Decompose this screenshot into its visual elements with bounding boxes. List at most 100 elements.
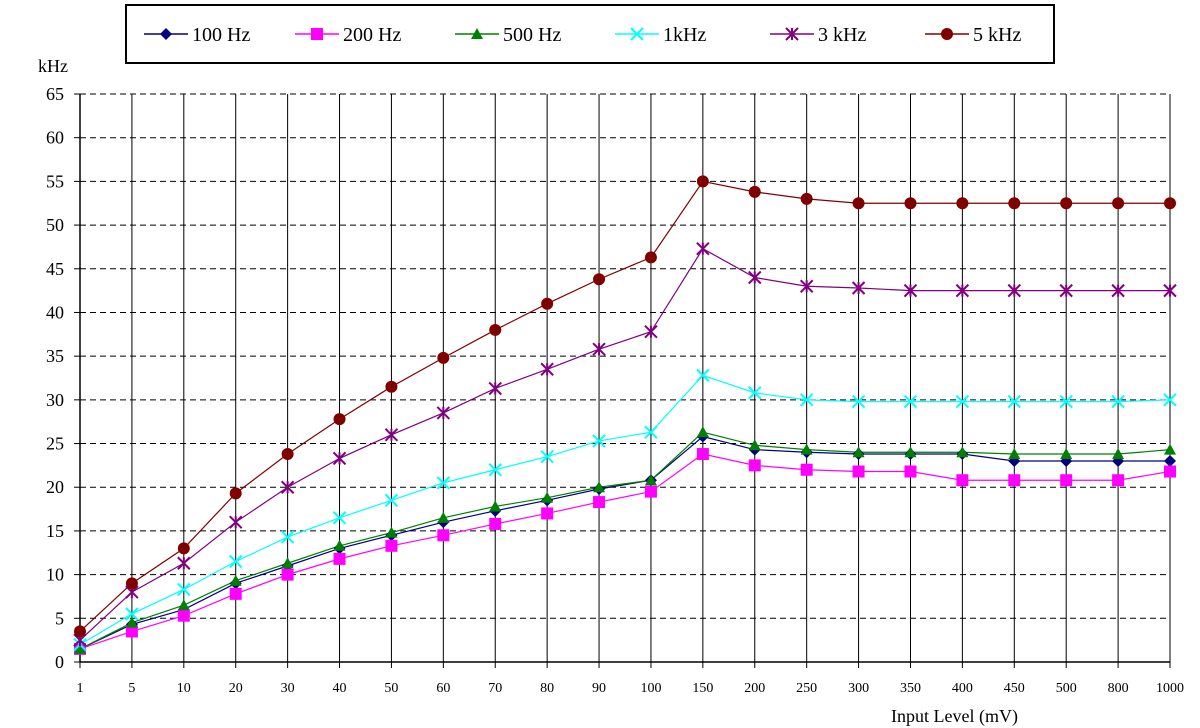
data-point-1khz xyxy=(384,493,399,508)
data-point-3-khz xyxy=(488,381,502,396)
x-tick-label: 400 xyxy=(952,681,973,696)
data-point-3-khz xyxy=(384,428,399,442)
data-point-200-hz xyxy=(333,552,346,565)
data-point-3-khz xyxy=(1007,283,1021,298)
y-tick-label: 35 xyxy=(46,346,64,366)
x-tick-label: 200 xyxy=(744,681,765,696)
x-tick-label: 500 xyxy=(1056,681,1077,696)
y-tick-label: 25 xyxy=(46,434,64,454)
data-point-200-hz xyxy=(748,459,761,472)
x-tick-label: 800 xyxy=(1108,681,1129,696)
x-tick-label: 50 xyxy=(384,681,398,696)
data-point-1khz xyxy=(799,393,814,407)
x-tick-label: 90 xyxy=(592,681,606,696)
legend-swatch-marker xyxy=(630,27,644,41)
data-point-500-hz xyxy=(852,446,865,458)
data-point-3-khz xyxy=(280,480,295,494)
legend-item-5-khz: 5 kHz xyxy=(925,24,1021,46)
legend-label: 1kHz xyxy=(663,24,706,46)
data-point-1khz xyxy=(696,368,710,383)
data-point-200-hz xyxy=(956,474,969,487)
data-point-500-hz xyxy=(904,446,917,458)
data-point-3-khz xyxy=(955,283,970,298)
data-point-5-khz xyxy=(385,380,398,393)
data-point-3-khz xyxy=(229,515,243,529)
data-point-200-hz xyxy=(281,568,294,581)
data-point-500-hz xyxy=(333,539,346,551)
legend-item-100-hz: 100 Hz xyxy=(144,24,250,46)
data-point-3-khz xyxy=(1059,283,1073,298)
data-point-1khz xyxy=(125,607,139,621)
legend-item-1khz: 1kHz xyxy=(615,24,706,46)
data-point-1khz xyxy=(540,449,554,464)
data-point-5-khz xyxy=(74,625,86,638)
data-point-5-khz xyxy=(333,413,346,426)
data-point-200-hz xyxy=(1164,465,1176,478)
data-point-500-hz xyxy=(489,500,502,512)
x-tick-label: 350 xyxy=(900,681,921,696)
data-point-200-hz xyxy=(385,539,398,552)
data-point-1khz xyxy=(955,394,970,409)
data-point-5-khz xyxy=(696,175,709,188)
data-point-1khz xyxy=(1163,393,1177,407)
data-point-5-khz xyxy=(1060,197,1073,210)
data-point-3-khz xyxy=(177,556,191,570)
data-point-500-hz xyxy=(74,642,86,654)
data-point-500-hz xyxy=(229,574,242,586)
x-tick-label: 100 xyxy=(640,681,661,696)
data-point-3-khz xyxy=(436,406,451,420)
legend-label: 5 kHz xyxy=(973,24,1021,46)
data-point-3-khz xyxy=(851,281,866,295)
data-point-200-hz xyxy=(437,529,450,542)
data-point-5-khz xyxy=(1164,197,1176,210)
data-point-1khz xyxy=(488,463,502,477)
series-line-100-hz xyxy=(79,435,1170,650)
data-point-5-khz xyxy=(489,323,502,336)
data-point-3-khz xyxy=(748,270,762,285)
y-tick-label: 30 xyxy=(46,390,64,410)
plot-area xyxy=(79,94,1170,663)
data-point-5-khz xyxy=(541,297,554,310)
y-tick-label: 60 xyxy=(46,128,64,148)
x-tick-label: 250 xyxy=(796,681,817,696)
series-line-1khz xyxy=(79,374,1171,646)
x-axis-ticks: 1 5 10 20 30 40 50 60 70 80 90 100 150 200 250 300 350 40… xyxy=(77,662,1184,696)
y-tick-label: 50 xyxy=(46,215,64,235)
legend-item-500-hz: 500 Hz xyxy=(455,24,561,46)
data-point-200-hz xyxy=(904,465,917,478)
data-point-1khz xyxy=(1007,394,1021,409)
data-point-5-khz xyxy=(800,192,813,205)
data-point-3-khz xyxy=(332,451,347,466)
data-point-1khz xyxy=(177,582,191,597)
y-axis-ticks: 0 5 10 15 20 25 30 35 40 45 50 55 60 65 xyxy=(46,84,80,672)
data-point-200-hz xyxy=(1060,474,1073,487)
series-line-5-khz xyxy=(79,180,1170,632)
data-point-100-hz xyxy=(1164,455,1176,468)
data-point-5-khz xyxy=(1112,197,1125,210)
data-point-200-hz xyxy=(593,496,606,509)
data-point-500-hz xyxy=(1008,448,1021,460)
y-tick-label: 55 xyxy=(46,171,64,191)
data-point-5-khz xyxy=(748,185,761,198)
data-point-500-hz xyxy=(177,599,190,611)
y-tick-label: 40 xyxy=(46,302,64,322)
y-tick-label: 10 xyxy=(46,565,64,585)
data-point-1khz xyxy=(436,476,451,490)
data-point-3-khz xyxy=(1111,283,1125,298)
data-point-1khz xyxy=(592,434,606,448)
data-point-200-hz xyxy=(229,587,242,600)
series-line-200-hz xyxy=(79,453,1171,650)
x-tick-label: 70 xyxy=(488,681,502,696)
x-tick-label: 30 xyxy=(281,681,295,696)
legend-item-200-hz: 200 Hz xyxy=(295,24,401,46)
series-markers xyxy=(73,175,1177,655)
series-line-500-hz xyxy=(79,431,1171,650)
data-point-500-hz xyxy=(1164,443,1176,455)
data-point-5-khz xyxy=(1008,197,1021,210)
data-point-200-hz xyxy=(541,507,554,520)
data-point-500-hz xyxy=(1060,448,1073,460)
data-point-5-khz xyxy=(177,542,190,555)
data-point-500-hz xyxy=(593,481,606,493)
legend-label: 200 Hz xyxy=(343,24,401,46)
series-lines xyxy=(79,180,1171,650)
